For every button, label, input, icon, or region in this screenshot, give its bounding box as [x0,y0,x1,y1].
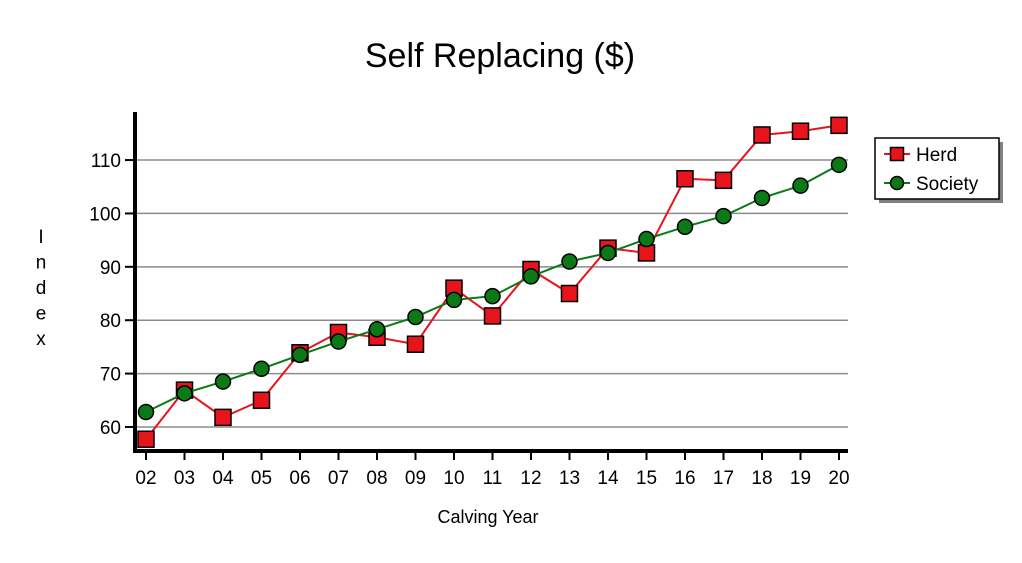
x-tick-label: 07 [328,468,349,489]
x-tick-label: 08 [366,468,387,489]
y-tick-label: 110 [91,151,121,172]
data-point [368,321,386,338]
x-tick-label: 15 [636,468,657,489]
data-point [792,177,809,194]
x-tick-label: 17 [713,468,734,489]
data-point [176,385,193,402]
data-point [137,403,155,421]
data-point [522,268,540,285]
y-tick-label: 80 [100,311,121,332]
legend-item: Society [884,174,979,195]
x-tick-label: 09 [405,468,426,489]
x-tick-label: 14 [597,468,619,489]
x-tick-label: 04 [212,468,234,489]
y-tick-label: 100 [89,204,121,225]
data-point [676,169,694,188]
data-point [637,244,656,262]
data-point [214,373,232,390]
x-tick-label: 13 [559,468,580,489]
x-axis-label: Calving Year [437,507,538,527]
x-tick-label: 11 [483,468,503,489]
legend-label: Society [916,174,979,195]
data-point [253,360,270,378]
x-tick-label: 03 [174,468,195,489]
chart-title: Self Replacing ($) [365,37,635,75]
data-point [291,346,309,364]
x-tick-label: 05 [251,468,272,489]
legend: Herd Society [874,137,1003,203]
data-point [407,308,424,326]
series-herd [137,116,848,449]
series-layer [137,116,848,449]
data-point [484,287,501,305]
y-axis-ticks: 60 70 80 90 100 110 [89,151,135,439]
data-point [252,391,271,410]
data-point [753,126,771,144]
legend-item: Herd [884,145,957,166]
data-point [676,218,694,236]
data-point [483,307,502,325]
data-point [137,430,155,449]
data-point [714,171,733,190]
data-point [406,335,425,353]
data-point [214,408,232,427]
data-point [753,189,771,207]
data-point [445,291,463,309]
x-tick-label: 19 [790,468,811,489]
data-point [715,207,732,225]
y-tick-label: 90 [100,258,121,279]
data-point [791,122,810,140]
data-point [560,284,579,303]
data-point [561,253,578,270]
data-point [599,244,617,262]
data-point [830,156,848,174]
x-tick-label: 16 [674,468,695,489]
x-tick-label: 10 [443,468,464,489]
legend-label: Herd [916,145,957,166]
y-tick-label: 60 [100,418,121,439]
data-point [638,230,655,248]
x-tick-label: 02 [135,468,156,489]
x-tick-label: 12 [520,468,541,489]
x-tick-label: 18 [751,468,772,489]
data-point [330,333,347,350]
x-tick-label: 20 [828,468,849,489]
x-tick-label: 06 [289,468,310,489]
series-society [137,156,848,421]
y-tick-label: 70 [100,365,121,386]
x-axis-ticks: 02 03 04 05 06 07 08 09 10 11 12 13 14 15 16 17 18 19 20 [135,451,850,489]
series-line [145,124,840,440]
data-point [830,116,848,135]
